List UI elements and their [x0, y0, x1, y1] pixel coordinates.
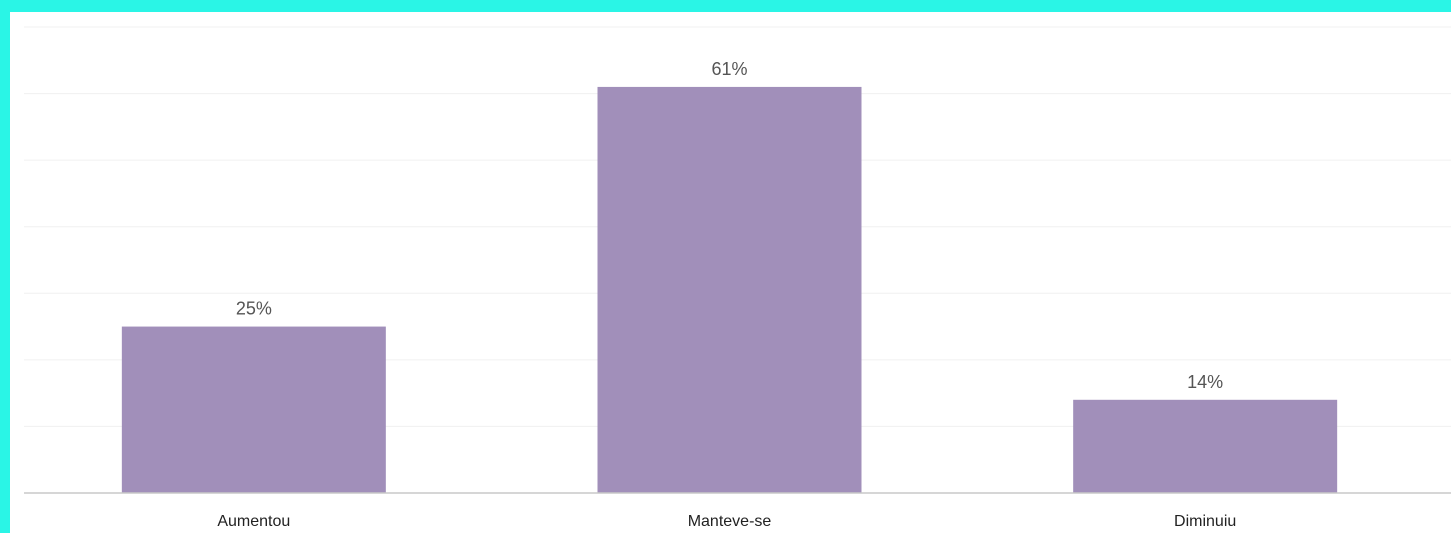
bar-aumentou	[121, 326, 386, 493]
value-label: 61%	[711, 59, 747, 79]
category-label: Diminuiu	[1174, 513, 1236, 530]
value-labels: 25% 61% 14%	[236, 59, 1223, 392]
category-label: Aumentou	[217, 513, 290, 530]
bars	[121, 86, 1338, 494]
value-label: 14%	[1187, 372, 1223, 392]
category-labels: Aumentou Manteve-se Diminuiu	[217, 513, 1236, 530]
bar-diminuiu	[1073, 399, 1338, 493]
chart-frame: 25% 61% 14% Aumentou Manteve-se Diminuiu	[10, 12, 1451, 533]
category-label: Manteve-se	[688, 513, 772, 530]
bar-manteve-se	[597, 86, 862, 494]
value-label: 25%	[236, 299, 272, 319]
bar-chart: 25% 61% 14% Aumentou Manteve-se Diminuiu	[24, 26, 1451, 530]
